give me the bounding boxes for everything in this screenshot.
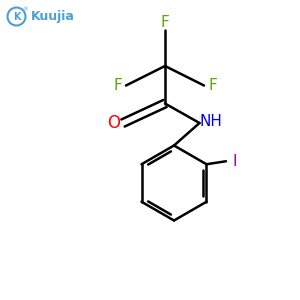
Text: ®: ®: [22, 7, 27, 12]
Text: F: F: [208, 78, 217, 93]
Text: NH: NH: [200, 114, 222, 129]
Text: F: F: [160, 15, 169, 30]
Text: K: K: [13, 11, 20, 22]
Text: Kuujia: Kuujia: [31, 10, 74, 23]
Text: I: I: [233, 154, 237, 169]
Text: F: F: [113, 78, 122, 93]
Text: O: O: [107, 114, 120, 132]
